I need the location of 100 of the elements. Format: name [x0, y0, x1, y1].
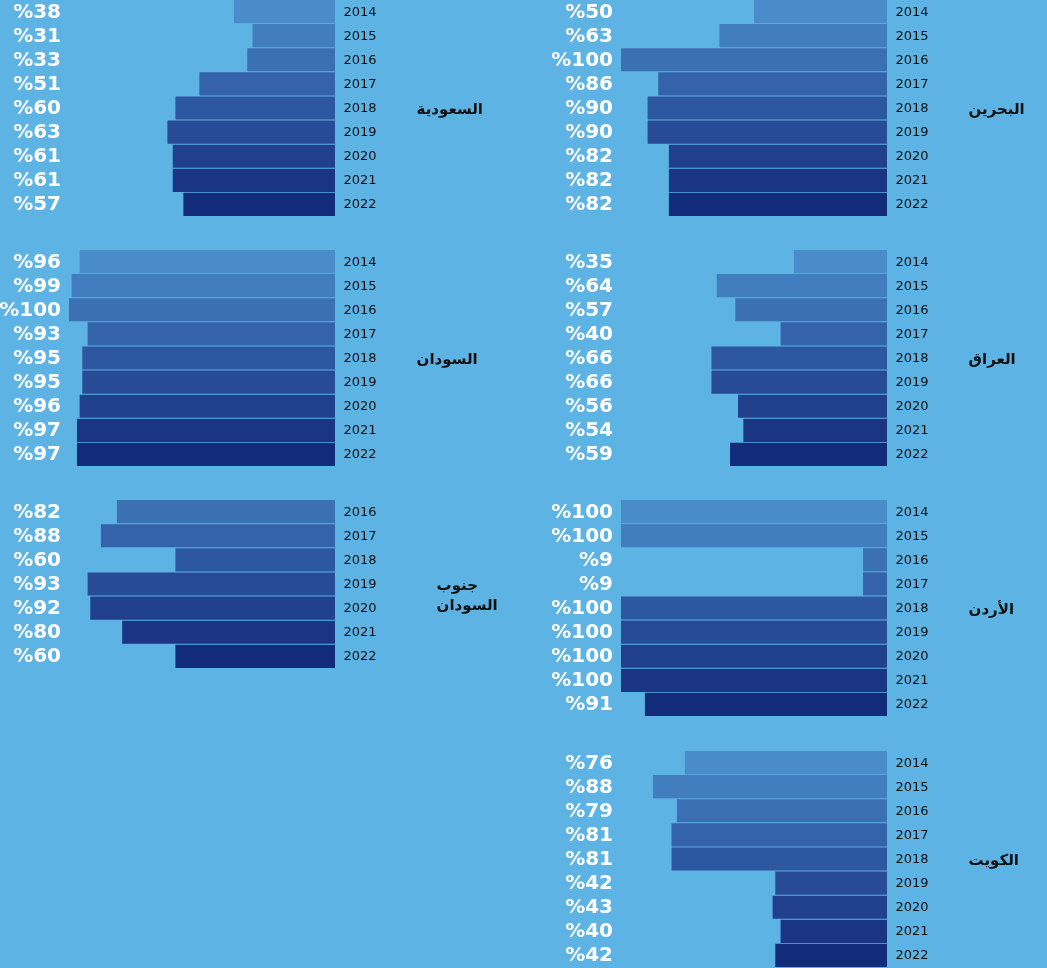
data-label: %57 [565, 296, 613, 321]
y-axis-title: الأردن [968, 599, 1015, 618]
data-label: %59 [565, 441, 613, 466]
y-tick-label: 2020 [343, 148, 377, 164]
data-label: %100 [551, 643, 613, 668]
y-tick-label: 2019 [895, 374, 929, 390]
y-axis-title: العراق [968, 349, 1016, 368]
y-tick-label: 2015 [895, 277, 929, 293]
y-tick-label: 2018 [343, 100, 377, 115]
y-tick-label: 2017 [895, 75, 929, 91]
y-tick-label: 2017 [895, 575, 929, 591]
data-label: %61 [13, 167, 61, 192]
data-label: %9 [579, 570, 613, 595]
data-label: %93 [13, 320, 61, 345]
bar [793, 250, 887, 274]
y-tick-label: 2014 [895, 253, 929, 269]
y-tick-label: 2021 [895, 923, 929, 939]
data-label: %33 [13, 46, 61, 71]
data-label: %95 [13, 369, 61, 394]
y-tick-label: 2017 [343, 325, 377, 341]
y-tick-label: 2016 [895, 551, 929, 567]
data-label: %42 [565, 870, 613, 895]
bar [719, 24, 887, 48]
y-tick-label: 2015 [343, 277, 377, 293]
y-tick-label: 2014 [895, 754, 929, 770]
data-label: %100 [0, 296, 61, 321]
data-label: %100 [551, 619, 613, 644]
y-tick-label: 2022 [895, 696, 929, 712]
bar [676, 799, 887, 823]
y-axis-title: البحرين [968, 99, 1025, 118]
data-label: %42 [565, 942, 613, 967]
y-tick-label: 2018 [895, 851, 929, 866]
bar [233, 0, 335, 24]
y-tick-label: 2014 [343, 253, 377, 269]
y-axis-title: السعودية [416, 99, 483, 118]
data-label: %100 [551, 46, 613, 71]
data-label: %57 [13, 191, 61, 216]
y-tick-label: 2022 [343, 648, 377, 664]
data-label: %56 [565, 393, 613, 418]
bar [735, 298, 887, 322]
data-label: %9 [579, 546, 613, 571]
y-tick-label: 2019 [343, 124, 377, 140]
y-axis-title: الكويت [968, 850, 1020, 869]
y-tick-label: 2022 [895, 947, 929, 963]
data-label: %31 [13, 22, 61, 47]
y-tick-label: 2015 [895, 27, 929, 43]
data-label: %60 [13, 546, 61, 571]
y-tick-label: 2019 [343, 374, 377, 390]
y-tick-label: 2022 [343, 446, 377, 462]
y-tick-label: 2020 [895, 398, 929, 414]
data-label: %90 [565, 119, 613, 144]
data-label: %66 [565, 369, 613, 394]
y-tick-label: 2021 [343, 422, 377, 438]
y-tick-label: 2015 [343, 27, 377, 43]
y-tick-label: 2019 [895, 624, 929, 640]
data-label: %88 [565, 773, 613, 798]
y-axis-title: السودان [416, 349, 478, 368]
data-label: %96 [13, 393, 61, 418]
y-tick-label: 2017 [343, 527, 377, 543]
data-label: %96 [13, 248, 61, 273]
data-label: %51 [13, 70, 61, 95]
data-label: %79 [565, 797, 613, 822]
data-label: %54 [565, 417, 613, 442]
bar [71, 274, 335, 298]
data-label: %40 [565, 320, 613, 345]
y-tick-label: 2019 [343, 576, 377, 591]
y-tick-label: 2014 [895, 3, 929, 19]
data-label: %100 [551, 595, 613, 619]
bar [79, 250, 335, 274]
y-tick-label: 2017 [343, 75, 377, 91]
data-label: %82 [565, 167, 613, 192]
y-tick-label: 2019 [895, 875, 929, 891]
y-tick-label: 2017 [895, 325, 929, 341]
data-label: %90 [565, 95, 613, 119]
y-tick-label: 2018 [343, 551, 377, 567]
y-tick-label: 2015 [895, 778, 929, 794]
data-label: %40 [565, 918, 613, 943]
data-label: %95 [13, 345, 61, 369]
y-tick-label: 2020 [895, 648, 929, 664]
data-label: %100 [551, 498, 613, 523]
data-label: %43 [565, 894, 613, 919]
bar [116, 500, 335, 524]
y-tick-label: 2021 [895, 422, 929, 438]
y-tick-label: 2021 [895, 672, 929, 688]
y-tick-label: 2016 [343, 51, 377, 67]
y-tick-label: 2022 [895, 196, 929, 212]
data-label: %99 [13, 272, 61, 297]
data-label: %63 [13, 119, 61, 144]
data-label: %86 [565, 70, 613, 95]
data-label: %61 [13, 143, 61, 168]
data-label: %60 [13, 643, 61, 668]
data-label: %97 [13, 441, 61, 466]
data-label: %92 [13, 595, 61, 620]
y-tick-label: 2020 [895, 899, 929, 915]
y-tick-label: 2016 [895, 51, 929, 67]
y-tick-label: 2015 [895, 527, 929, 543]
data-label: %38 [13, 0, 61, 23]
y-tick-label: 2016 [343, 503, 377, 519]
y-tick-label: 2016 [343, 301, 377, 317]
bar [684, 751, 887, 775]
